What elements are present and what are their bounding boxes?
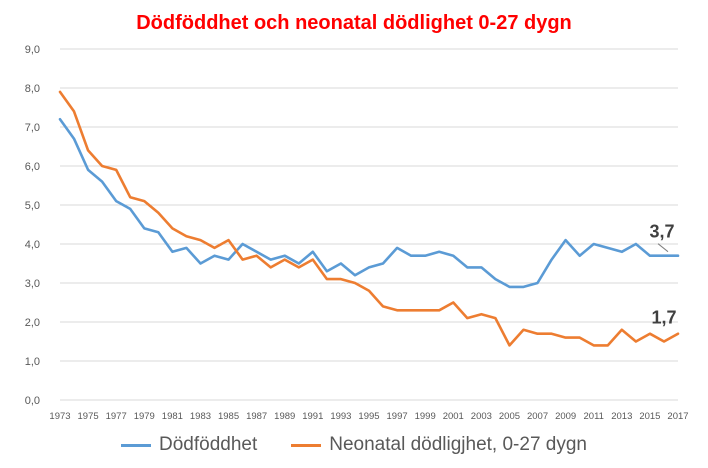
x-tick-label: 1989	[274, 411, 295, 422]
x-tick-label: 1991	[302, 411, 323, 422]
x-tick-label: 2011	[584, 411, 604, 422]
y-tick-label: 1,0	[25, 356, 40, 368]
y-tick-label: 9,0	[25, 44, 40, 56]
y-tick-label: 7,0	[25, 122, 40, 134]
grid-lines	[60, 48, 678, 401]
y-tick-label: 2,0	[25, 317, 40, 329]
y-tick-label: 6,0	[25, 161, 40, 173]
y-tick-label: 0,0	[25, 395, 40, 407]
x-tick-label: 1979	[134, 411, 155, 422]
x-tick-label: 1987	[246, 411, 267, 422]
x-tick-label: 1995	[358, 411, 379, 422]
x-tick-label: 2001	[443, 411, 464, 422]
x-tick-label: 2013	[611, 411, 632, 422]
x-tick-label: 1973	[49, 411, 70, 422]
x-tick-label: 1993	[330, 411, 351, 422]
x-axis-ticks: 1973 1975 1977 1979 1981 1983 1985 1987 1989 1991…	[49, 411, 688, 422]
chart-title: Dödföddhet och neonatal dödlighet 0-27 d…	[136, 12, 572, 34]
end-value-label: 3,7	[649, 222, 674, 242]
end-value-label: 1,7	[651, 308, 676, 328]
x-tick-label: 1999	[415, 411, 436, 422]
x-tick-label: 1981	[162, 411, 183, 422]
y-axis-ticks: 0,0 1,0 2,0 3,0 4,0 5,0 6,0 7,0 8,0 9,0	[25, 44, 40, 407]
legend-label-neonatal: Neonatal dödligjhet, 0-27 dygn	[329, 434, 587, 455]
x-tick-label: 1977	[106, 411, 127, 422]
x-tick-label: 2009	[555, 411, 576, 422]
series-line-0	[58, 117, 680, 289]
legend-item-stillbirth: Dödföddhet	[121, 434, 257, 456]
x-tick-label: 2015	[639, 411, 660, 422]
x-tick-label: 2007	[527, 411, 548, 422]
x-tick-label: 1983	[190, 411, 211, 422]
legend-swatch-stillbirth	[121, 443, 151, 447]
y-tick-label: 5,0	[25, 200, 40, 212]
legend-swatch-neonatal	[291, 443, 322, 447]
y-tick-label: 8,0	[25, 83, 40, 95]
series-lines	[58, 90, 680, 347]
legend: Dödföddhet Neonatal dödligjhet, 0-27 dyg…	[0, 434, 708, 456]
series-line-1	[58, 90, 680, 347]
x-tick-label: 2005	[499, 411, 520, 422]
legend-item-neonatal: Neonatal dödligjhet, 0-27 dygn	[291, 434, 587, 456]
annotations: 3,7 1,7	[649, 222, 676, 328]
x-tick-label: 2003	[471, 411, 492, 422]
y-tick-label: 3,0	[25, 278, 40, 290]
x-tick-label: 1975	[78, 411, 99, 422]
x-tick-label: 1985	[218, 411, 239, 422]
x-tick-label: 2017	[667, 411, 688, 422]
legend-label-stillbirth: Dödföddhet	[159, 434, 258, 455]
annotation-leader	[657, 243, 669, 253]
y-tick-label: 4,0	[25, 239, 40, 251]
x-tick-label: 1997	[387, 411, 408, 422]
